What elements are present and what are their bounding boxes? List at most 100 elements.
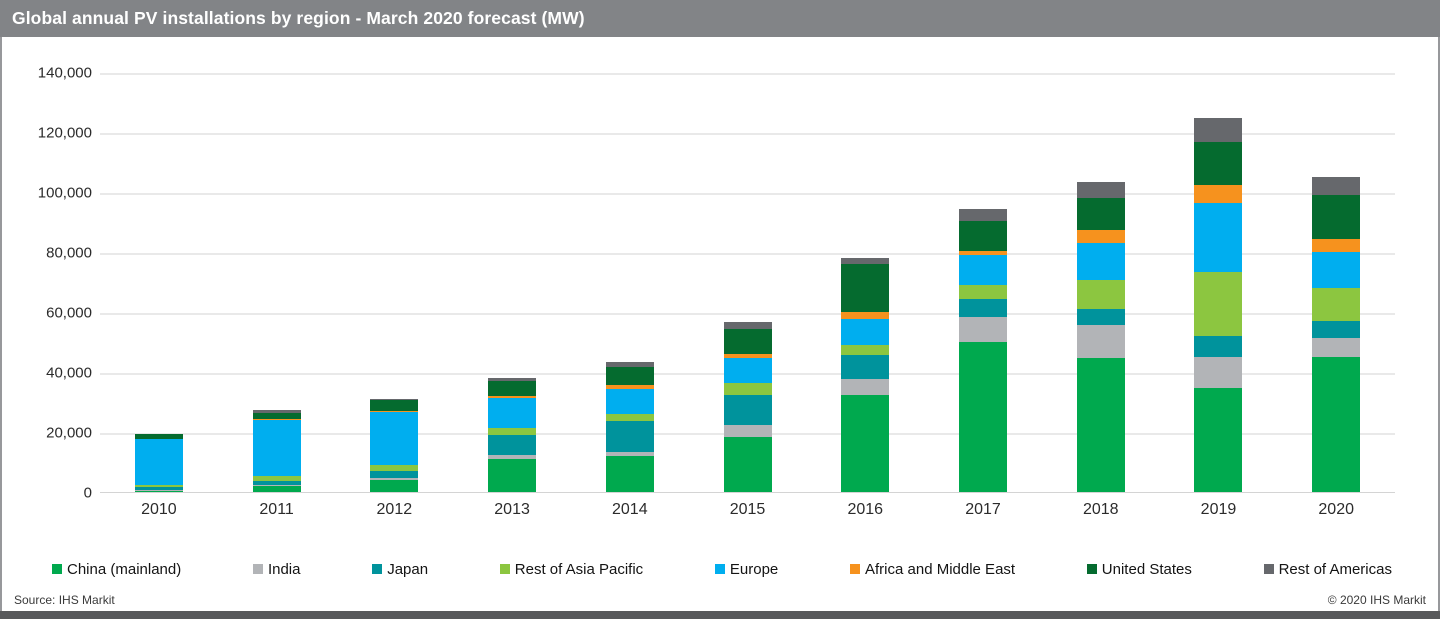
bar-segment: [370, 400, 419, 411]
bar-segment: [605, 362, 654, 368]
bar-segment: [134, 439, 183, 485]
bar-segment: [1076, 229, 1125, 244]
gridline: [100, 193, 1395, 195]
gridline: [100, 313, 1395, 315]
bar-segment: [370, 471, 419, 478]
bottom-bar: [0, 611, 1440, 619]
stacked-bar: [1076, 181, 1125, 492]
bar-segment: [959, 298, 1007, 317]
bar-segment: [488, 396, 537, 398]
bar-segment: [1076, 279, 1125, 310]
bar-segment: [723, 353, 772, 359]
bar-segment: [605, 389, 654, 414]
bar-segment: [723, 382, 772, 395]
x-tick-label: 2015: [729, 501, 766, 518]
bar-segment: [488, 397, 537, 429]
x-tick-label: 2018: [1082, 501, 1119, 518]
bar-segment: [1312, 287, 1361, 321]
bar-segment: [723, 329, 772, 354]
bar-column: [806, 73, 924, 492]
bar-segment: [488, 428, 537, 436]
bar-segment: [1076, 324, 1125, 359]
legend-item: Africa and Middle East: [850, 561, 1015, 578]
gridline: [100, 253, 1395, 255]
bar-segment: [723, 358, 772, 383]
bar-segment: [1312, 177, 1361, 196]
bar-segment: [723, 394, 772, 426]
legend-label: Rest of Asia Pacific: [514, 560, 644, 578]
bar-column: [689, 73, 807, 492]
bar-segment: [252, 419, 301, 421]
bar-segment: [488, 380, 537, 397]
x-tick-label: 2019: [1200, 501, 1237, 518]
bar-column: [1160, 73, 1278, 492]
bar-segment: [1312, 357, 1361, 492]
bar-segment: [1194, 336, 1243, 358]
legend-item: Rest of Americas: [1263, 560, 1392, 578]
gridline: [100, 73, 1395, 75]
bar-segment: [252, 480, 301, 485]
legend-swatch-icon: [714, 564, 725, 574]
bar-segment: [605, 456, 654, 492]
bar-column: [218, 73, 336, 492]
legend-swatch-icon: [1086, 564, 1097, 574]
bar-column: [924, 73, 1042, 492]
stacked-bar: [488, 377, 537, 492]
x-tick-label: 2017: [965, 501, 1001, 518]
bar-segment: [605, 421, 654, 452]
bar-segment: [1312, 195, 1361, 240]
bar-segment: [488, 435, 537, 456]
stacked-bar: [370, 399, 419, 492]
bar-segment: [1312, 239, 1361, 253]
bar-segment: [1076, 243, 1125, 280]
bar-column: [335, 73, 453, 492]
bar-segment: [370, 479, 419, 492]
bar-segment: [1194, 387, 1243, 492]
bar-segment: [605, 367, 654, 386]
bar-segment: [1076, 198, 1125, 230]
bar-segment: [134, 434, 183, 439]
bar-segment: [959, 316, 1007, 342]
bar-segment: [1194, 357, 1243, 388]
legend-label: Rest of Americas: [1278, 560, 1392, 578]
plot-area: [100, 73, 1395, 493]
bar-segment: [252, 412, 301, 420]
bar-column: [1042, 73, 1160, 492]
bar-segment: [1194, 272, 1243, 337]
stacked-bar: [134, 433, 183, 492]
chart-title-bar: Global annual PV installations by region…: [0, 0, 1440, 37]
bar-segment: [959, 255, 1007, 285]
bar-segment: [1312, 252, 1361, 288]
y-tick-label: 140,000: [37, 64, 92, 82]
bar-column: [100, 73, 218, 492]
bar-segment: [488, 458, 537, 492]
bar-segment: [841, 263, 890, 312]
legend-swatch-icon: [1263, 564, 1274, 574]
bar-segment: [134, 487, 183, 491]
legend: China (mainland) India Japan Rest of Asia P…: [52, 558, 1392, 580]
bar-columns: [100, 73, 1395, 492]
bar-segment: [959, 250, 1007, 255]
bar-segment: [841, 345, 890, 355]
bar-segment: [1076, 358, 1125, 492]
bar-segment: [370, 465, 419, 472]
y-tick-label: 120,000: [37, 124, 92, 142]
bar-segment: [841, 311, 890, 319]
legend-item: Rest of Asia Pacific: [499, 560, 644, 578]
bar-segment: [841, 378, 890, 395]
bar-column: [1277, 73, 1395, 492]
bar-segment: [723, 437, 772, 492]
bar-segment: [959, 221, 1007, 251]
legend-item: China (mainland): [52, 561, 181, 578]
stacked-bar: [723, 322, 772, 492]
x-tick-label: 2010: [141, 501, 177, 518]
right-border: [1438, 37, 1440, 611]
x-tick-label: 2013: [494, 501, 530, 518]
legend-swatch-icon: [850, 564, 860, 574]
bar-column: [453, 73, 571, 492]
bar-segment: [605, 385, 654, 390]
legend-item: Europe: [714, 561, 778, 578]
bar-segment: [488, 455, 537, 459]
y-tick-label: 20,000: [46, 424, 92, 442]
